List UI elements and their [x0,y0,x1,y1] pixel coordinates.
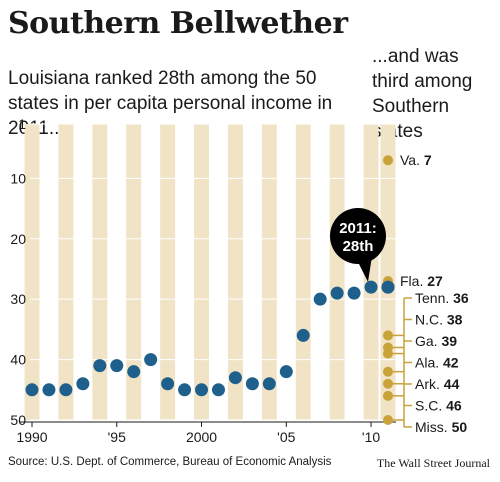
callout-2011: 2011:28th [330,208,386,282]
year-band [261,124,277,420]
state-label: Tenn. 36 [415,290,469,306]
x-tick-label: '05 [277,429,295,445]
state-label: Miss. 50 [415,419,467,435]
credit-note: The Wall Street Journal [376,456,490,470]
callout-bubble [330,208,386,264]
x-tick-label: '10 [362,429,380,445]
state-label: Ark. 44 [415,376,460,392]
y-tick-label: 10 [10,170,26,186]
year-band [92,124,108,420]
year-band [160,124,176,420]
louisiana-point [211,383,225,397]
southern-state-point [383,348,393,359]
y-tick-label: 30 [10,291,26,307]
y-tick-label: 1 [18,116,26,132]
x-tick-label: 2000 [186,429,217,445]
y-tick-label: 50 [10,412,26,428]
southern-state-point [383,330,393,341]
callout-label-rank: 28th [343,238,374,255]
louisiana-point-2011 [381,280,395,294]
callout-label-year: 2011: [339,220,377,237]
louisiana-point [364,280,378,294]
year-band [227,124,243,420]
year-band [58,124,74,420]
chart-subtitle: Louisiana ranked 28th among the 50 state… [8,68,333,139]
year-band [126,124,142,420]
year-band [194,124,209,420]
louisiana-point [127,365,141,379]
louisiana-point [42,383,56,397]
state-label: Fla. 27 [400,273,443,289]
louisiana-point [178,383,192,397]
louisiana-point [330,286,344,300]
year-band [24,124,40,420]
louisiana-point [296,328,310,342]
louisiana-point [195,383,209,397]
year-band [363,124,379,420]
louisiana-point [93,359,107,373]
state-label: Ga. 39 [415,333,457,349]
louisiana-point [59,383,73,397]
louisiana-point [161,377,175,391]
chart-title: Southern Bellwether [8,6,348,41]
louisiana-point [110,359,124,373]
louisiana-point [262,377,276,391]
southern-state-point [383,366,393,377]
louisiana-point [279,365,293,379]
state-label: N.C. 38 [415,312,463,328]
x-tick-label: 1990 [16,429,47,445]
y-tick-label: 20 [10,231,26,247]
southern-state-point [383,390,393,401]
year-band [329,124,345,420]
y-tick-label: 40 [10,352,26,368]
x-tick-label: '95 [108,429,126,445]
source-note: Source: U.S. Dept. of Commerce, Bureau o… [8,456,332,468]
louisiana-point [245,377,259,391]
year-band [295,124,311,420]
louisiana-point [347,286,361,300]
southern-state-point [383,415,393,425]
state-label: Ala. 42 [415,355,459,371]
southern-state-point [383,155,393,166]
louisiana-point [25,383,39,397]
state-label: S.C. 46 [415,398,462,414]
louisiana-point [144,353,158,367]
southern-state-point [383,378,393,389]
callout-pointer [356,256,372,282]
louisiana-point [313,292,327,306]
louisiana-point [76,377,90,391]
state-label: Va. 7 [400,152,432,168]
louisiana-point [228,371,242,385]
